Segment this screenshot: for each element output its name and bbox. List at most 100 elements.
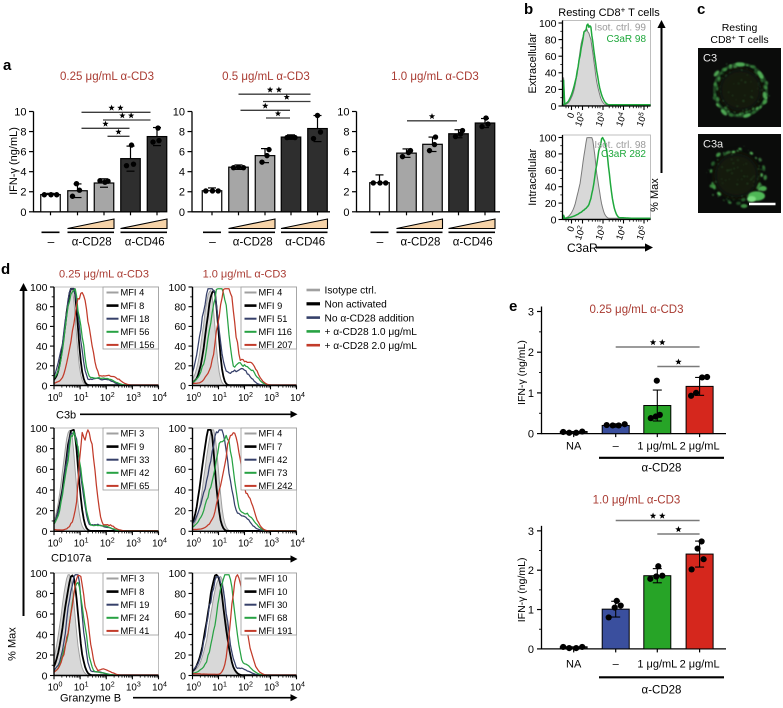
svg-text:0: 0 — [528, 429, 534, 441]
svg-text:Isotype ctrl.: Isotype ctrl. — [325, 286, 377, 297]
svg-text:2: 2 — [20, 187, 26, 199]
svg-text:4: 4 — [179, 167, 185, 179]
svg-text:MFI 19: MFI 19 — [121, 600, 150, 610]
svg-text:Isot. ctrl. 99: Isot. ctrl. 99 — [594, 22, 646, 33]
svg-text:10: 10 — [173, 107, 185, 119]
svg-text:10: 10 — [14, 107, 26, 119]
svg-text:Intracellular: Intracellular — [527, 148, 539, 205]
svg-text:0: 0 — [179, 207, 185, 219]
svg-text:Granzyme B: Granzyme B — [60, 693, 121, 705]
svg-text:60: 60 — [36, 464, 48, 476]
svg-text:MFI 42: MFI 42 — [121, 468, 150, 478]
svg-text:8: 8 — [20, 127, 26, 139]
svg-text:0: 0 — [565, 225, 576, 233]
svg-text:1.0 μg/mL α-CD3: 1.0 μg/mL α-CD3 — [391, 71, 479, 83]
svg-text:+ α-CD28 2.0 μg/mL: + α-CD28 2.0 μg/mL — [325, 341, 418, 352]
svg-text:20: 20 — [36, 650, 48, 662]
svg-text:MFI 207: MFI 207 — [259, 340, 293, 350]
svg-text:Resting: Resting — [722, 22, 758, 34]
svg-text:MFI 116: MFI 116 — [259, 327, 292, 337]
svg-text:100: 100 — [168, 282, 186, 294]
svg-text:MFI 51: MFI 51 — [259, 314, 288, 324]
svg-text:80: 80 — [36, 443, 48, 455]
svg-text:20: 20 — [174, 361, 186, 373]
svg-text:2: 2 — [343, 187, 349, 199]
svg-text:40: 40 — [174, 629, 186, 641]
svg-text:6: 6 — [179, 147, 185, 159]
svg-text:NA: NA — [566, 659, 582, 671]
svg-text:3: 3 — [528, 526, 534, 538]
svg-text:–: – — [613, 441, 620, 453]
svg-text:1: 1 — [528, 605, 534, 617]
svg-text:100: 100 — [539, 132, 557, 144]
svg-text:MFI 18: MFI 18 — [121, 314, 150, 324]
svg-text:–: – — [377, 235, 384, 249]
svg-text:1.0 μg/mL α-CD3: 1.0 μg/mL α-CD3 — [203, 269, 287, 281]
svg-text:–: – — [209, 235, 216, 249]
svg-text:0: 0 — [180, 670, 186, 682]
svg-text:0: 0 — [180, 526, 186, 538]
svg-text:MFI 4: MFI 4 — [121, 288, 145, 298]
svg-text:10: 10 — [337, 107, 349, 119]
svg-text:CD107a: CD107a — [51, 553, 92, 565]
svg-text:20: 20 — [36, 505, 48, 517]
svg-text:0: 0 — [551, 214, 557, 226]
svg-text:MFI 156: MFI 156 — [121, 340, 155, 350]
svg-text:1.0 μg/mL α-CD3: 1.0 μg/mL α-CD3 — [593, 495, 681, 507]
svg-text:0: 0 — [42, 670, 48, 682]
svg-text:MFI 9: MFI 9 — [121, 442, 145, 452]
svg-text:0: 0 — [528, 644, 534, 656]
svg-text:2: 2 — [528, 565, 534, 577]
svg-text:8: 8 — [179, 127, 185, 139]
svg-text:MFI 4: MFI 4 — [259, 429, 283, 439]
svg-text:4: 4 — [343, 167, 349, 179]
svg-text:0.25 μg/mL α-CD3: 0.25 μg/mL α-CD3 — [60, 71, 154, 83]
svg-text:40: 40 — [36, 629, 48, 641]
svg-text:0: 0 — [180, 380, 186, 392]
svg-text:C3: C3 — [703, 53, 717, 65]
svg-text:0: 0 — [343, 207, 349, 219]
svg-text:8: 8 — [343, 127, 349, 139]
svg-text:1 μg/mL: 1 μg/mL — [637, 441, 677, 453]
svg-text:40: 40 — [174, 485, 186, 497]
svg-text:α-CD28: α-CD28 — [233, 237, 273, 249]
svg-text:MFI 65: MFI 65 — [121, 481, 150, 491]
svg-text:60: 60 — [36, 321, 48, 333]
svg-text:MFI 3: MFI 3 — [121, 574, 145, 584]
svg-text:Extracellular: Extracellular — [527, 33, 539, 94]
svg-text:MFI 10: MFI 10 — [259, 574, 288, 584]
svg-text:–: – — [48, 235, 55, 249]
svg-text:2: 2 — [528, 347, 534, 359]
svg-text:100: 100 — [30, 282, 48, 294]
svg-text:40: 40 — [545, 182, 557, 194]
svg-text:α-CD46: α-CD46 — [125, 237, 165, 249]
svg-text:2: 2 — [179, 187, 185, 199]
svg-text:MFI 9: MFI 9 — [259, 301, 283, 311]
svg-text:40: 40 — [174, 341, 186, 353]
svg-text:20: 20 — [174, 505, 186, 517]
svg-text:80: 80 — [36, 302, 48, 314]
svg-text:60: 60 — [174, 321, 186, 333]
svg-text:e: e — [509, 298, 517, 315]
svg-text:α-CD28: α-CD28 — [642, 463, 682, 475]
svg-text:C3aR 98: C3aR 98 — [607, 34, 647, 45]
svg-text:40: 40 — [545, 68, 557, 80]
svg-text:MFI 8: MFI 8 — [121, 301, 145, 311]
svg-text:0.25 μg/mL α-CD3: 0.25 μg/mL α-CD3 — [589, 304, 683, 316]
svg-text:4: 4 — [20, 167, 26, 179]
svg-text:6: 6 — [20, 147, 26, 159]
svg-text:IFN-γ (ng/mL): IFN-γ (ng/mL) — [516, 340, 528, 405]
svg-text:60: 60 — [174, 464, 186, 476]
svg-text:MFI 191: MFI 191 — [259, 626, 293, 636]
svg-text:MFI 8: MFI 8 — [121, 587, 145, 597]
svg-text:20: 20 — [174, 650, 186, 662]
svg-text:80: 80 — [174, 443, 186, 455]
svg-text:α-CD28: α-CD28 — [72, 237, 112, 249]
svg-text:α-CD46: α-CD46 — [285, 237, 325, 249]
svg-text:MFI 4: MFI 4 — [259, 288, 283, 298]
svg-text:C3b: C3b — [56, 410, 76, 422]
svg-text:MFI 3: MFI 3 — [121, 429, 145, 439]
svg-text:% Max: % Max — [7, 627, 19, 661]
svg-text:IFN-γ (ng/mL): IFN-γ (ng/mL) — [516, 557, 528, 622]
svg-text:80: 80 — [545, 34, 557, 46]
